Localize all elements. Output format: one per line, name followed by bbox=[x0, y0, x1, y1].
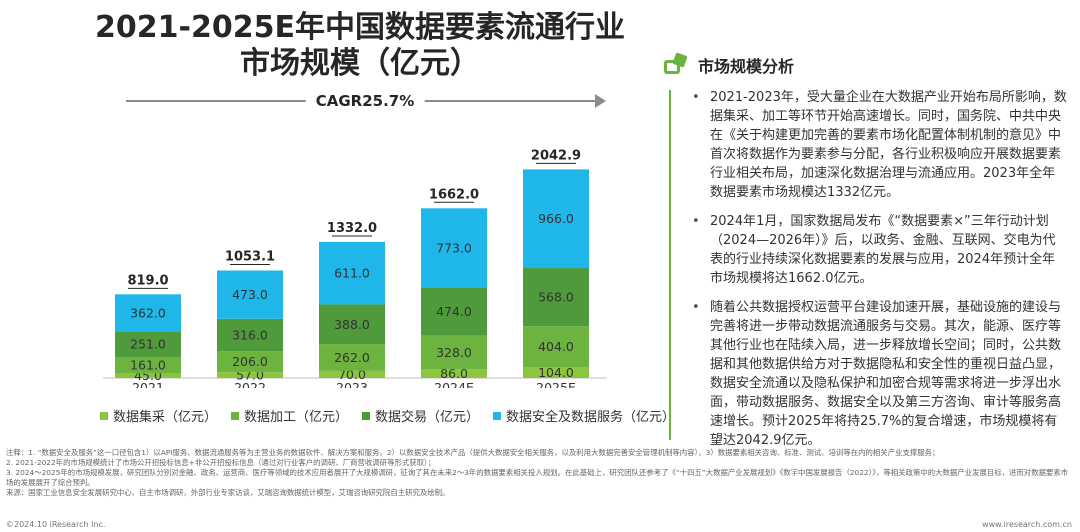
legend-swatch-security bbox=[493, 411, 502, 420]
analysis-bullet: 2021-2023年，受大量企业在大数据产业开始布局所影响，数据集采、加工等环节… bbox=[686, 88, 1068, 202]
bar-value-label: 86.0 bbox=[440, 366, 468, 381]
bar-value-label: 262.0 bbox=[334, 350, 370, 365]
bar-total-label: 819.0 bbox=[127, 273, 168, 288]
analysis-bullet-list: 2021-2023年，受大量企业在大数据产业开始布局所影响，数据集采、加工等环节… bbox=[686, 88, 1068, 460]
bar-segment bbox=[421, 335, 487, 370]
legend-item-trading: 数据交易（亿元） bbox=[362, 406, 479, 425]
bar-segment bbox=[217, 372, 283, 378]
bar-total-label: 2042.9 bbox=[531, 148, 581, 163]
bar-value-label: 206.0 bbox=[232, 354, 268, 369]
legend-label-processing: 数据加工（亿元） bbox=[244, 410, 349, 425]
chart-title-line1: 2021-2025E年中国数据要素流通行业 bbox=[95, 10, 625, 45]
bar-segment bbox=[523, 367, 589, 378]
bar-value-label: 404.0 bbox=[538, 339, 574, 354]
legend-label-collection: 数据集采（亿元） bbox=[113, 410, 218, 425]
bar-value-label: 328.0 bbox=[436, 345, 472, 360]
x-tick-label: 2022 bbox=[234, 380, 266, 388]
bar-segment bbox=[421, 208, 487, 288]
market-analysis-heading: 市场规模分析 bbox=[662, 52, 794, 78]
bar-value-label: 362.0 bbox=[130, 305, 166, 320]
legend-item-security: 数据安全及数据服务（亿元） bbox=[493, 406, 675, 425]
bar-value-label: 473.0 bbox=[232, 287, 268, 302]
footnote-line: 3. 2024～2025年的市场规模发展，研究团队分别对金融、政务、运营商、医疗… bbox=[6, 468, 1069, 487]
bar-segment bbox=[421, 369, 487, 378]
bar-value-label: 316.0 bbox=[232, 327, 268, 342]
bar-value-label: 251.0 bbox=[130, 337, 166, 352]
footnote-line: 2. 2021-2022年的市场规模统计了市场公开招投标信息+非公开招投标信息（… bbox=[6, 458, 436, 467]
x-tick-label: 2024E bbox=[434, 380, 474, 388]
bar-segment bbox=[217, 351, 283, 373]
bar-segment bbox=[217, 270, 283, 319]
legend-label-trading: 数据交易（亿元） bbox=[375, 410, 480, 425]
x-tick-label: 2021 bbox=[132, 380, 164, 388]
bar-segment bbox=[319, 304, 385, 345]
legend-swatch-trading bbox=[362, 411, 371, 420]
bar-segment bbox=[523, 326, 589, 368]
bar-value-label: 568.0 bbox=[538, 290, 574, 305]
footnote-line: 注释：1. “数据安全及服务”这一口径包含1）以API服务、数据流通服务等为主营… bbox=[6, 448, 940, 457]
cagr-annotation: CAGR25.7% bbox=[126, 88, 606, 114]
bar-segment bbox=[523, 268, 589, 327]
bar-segment bbox=[115, 294, 181, 332]
legend-label-security: 数据安全及数据服务（亿元） bbox=[506, 410, 676, 425]
x-tick-label: 2025E bbox=[536, 380, 576, 388]
data-blocks-icon bbox=[662, 52, 688, 78]
bar-value-label: 966.0 bbox=[538, 211, 574, 226]
chart-legend: 数据集采（亿元） 数据加工（亿元） 数据交易（亿元） 数据安全及数据服务（亿元） bbox=[100, 406, 675, 425]
sidebar-divider-line bbox=[669, 90, 671, 440]
bar-segment bbox=[115, 373, 181, 378]
analysis-bullet: 随着公共数据授权运营平台建设加速开展，基础设施的建设与完善将进一步带动数据流通服… bbox=[686, 298, 1068, 450]
bar-segment bbox=[115, 331, 181, 357]
cagr-arrow-head-icon bbox=[595, 94, 606, 108]
bar-value-label: 611.0 bbox=[334, 266, 370, 281]
stacked-bar-chart: 45.0161.0251.0362.0819.0202157.0206.0316… bbox=[103, 148, 607, 388]
bar-total-label: 1053.1 bbox=[225, 250, 275, 265]
bar-value-label: 773.0 bbox=[436, 240, 472, 255]
bar-value-label: 474.0 bbox=[436, 304, 472, 319]
legend-swatch-collection bbox=[100, 411, 108, 420]
footnote-source: 来源：国家工业信息安全发展研究中心、自主市场调研，外部行业专家访谈，艾瑞咨询数据… bbox=[6, 488, 450, 497]
footnotes: 注释：1. “数据安全及服务”这一口径包含1）以API服务、数据流通服务等为主营… bbox=[6, 448, 1074, 498]
chart-title-line2: 市场规模（亿元） bbox=[240, 46, 480, 81]
market-analysis-title: 市场规模分析 bbox=[698, 57, 795, 76]
bar-segment bbox=[319, 242, 385, 305]
legend-swatch-processing bbox=[231, 411, 240, 420]
website-url: www.iresearch.com.cn bbox=[982, 520, 1072, 529]
bar-segment bbox=[217, 318, 283, 352]
bar-segment bbox=[523, 169, 589, 269]
bar-segment bbox=[115, 356, 181, 374]
x-tick-label: 2023 bbox=[336, 380, 368, 388]
bar-total-label: 1662.0 bbox=[429, 187, 479, 202]
bar-value-label: 104.0 bbox=[538, 365, 574, 380]
legend-item-collection: 数据集采（亿元） bbox=[100, 406, 217, 425]
bar-value-label: 388.0 bbox=[334, 317, 370, 332]
legend-item-processing: 数据加工（亿元） bbox=[231, 406, 348, 425]
bar-value-label: 161.0 bbox=[130, 358, 166, 373]
copyright: ©2024.10 iResearch Inc. bbox=[6, 520, 106, 529]
cagr-label: CAGR25.7% bbox=[305, 88, 425, 114]
bar-segment bbox=[421, 287, 487, 336]
bar-segment bbox=[319, 370, 385, 378]
bar-segment bbox=[319, 344, 385, 371]
analysis-bullet: 2024年1月，国家数据局发布《“数据要素×”三年行动计划（2024—2026年… bbox=[686, 212, 1068, 288]
bar-total-label: 1332.0 bbox=[327, 221, 377, 236]
